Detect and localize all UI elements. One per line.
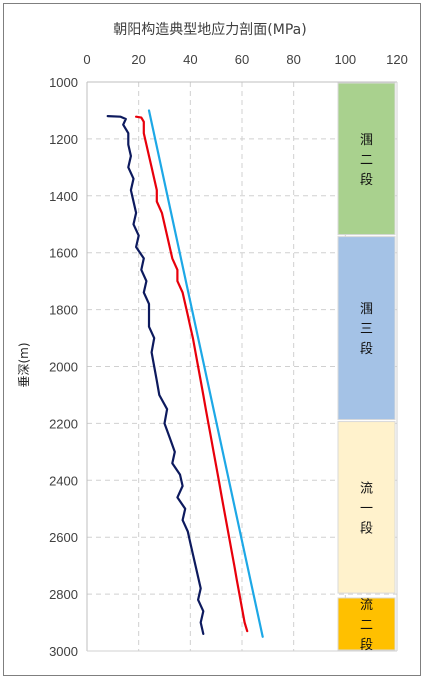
y-tick-label: 1200 <box>49 132 78 147</box>
y-tick-label: 2200 <box>49 416 78 431</box>
formation-zone-label: 涠 <box>360 133 373 148</box>
formation-zone-label: 二 <box>360 618 373 633</box>
formation-zone-label: 涠 <box>360 302 373 317</box>
formation-zone-label: 一 <box>360 501 373 516</box>
x-tick-label: 40 <box>183 52 197 67</box>
y-tick-label: 1000 <box>49 75 78 90</box>
formation-zone-label: 三 <box>360 322 373 337</box>
y-tick-label: 2400 <box>49 473 78 488</box>
formation-zone <box>337 236 396 421</box>
x-tick-labels: 0 20 40 60 80 100 120 <box>83 52 407 67</box>
y-axis-label: 垂深(m) <box>17 342 31 387</box>
formation-zone-label: 段 <box>360 342 373 357</box>
formation-zone-label: 二 <box>360 153 373 168</box>
x-tick-label: 100 <box>334 52 356 67</box>
y-tick-label: 1800 <box>49 303 78 318</box>
y-tick-label: 2800 <box>49 587 78 602</box>
y-tick-label: 3000 <box>49 644 78 659</box>
formation-zone <box>337 82 396 236</box>
x-tick-label: 20 <box>131 52 145 67</box>
x-tick-label: 80 <box>286 52 300 67</box>
formation-zone <box>337 421 396 594</box>
y-tick-label: 2600 <box>49 530 78 545</box>
x-tick-label: 0 <box>83 52 90 67</box>
formation-zone <box>337 597 396 651</box>
formation-zone-label: 流 <box>360 481 373 496</box>
x-tick-label: 120 <box>386 52 408 67</box>
y-tick-labels: 1000 1200 1400 1600 1800 2000 2200 2400 2600 2800… <box>49 75 78 659</box>
chart-title: 朝阳构造典型地应力剖面(MPa) <box>113 21 306 38</box>
data-series <box>106 109 264 638</box>
axes <box>86 81 398 652</box>
y-tick-label: 2000 <box>49 360 78 375</box>
y-tick-label: 1600 <box>49 246 78 261</box>
formation-zone-label: 段 <box>360 521 373 536</box>
series-line <box>106 115 205 635</box>
series-line <box>135 115 249 633</box>
formation-zone-label: 段 <box>360 638 373 653</box>
formation-zone-label: 段 <box>360 173 373 188</box>
y-tick-label: 1400 <box>49 189 78 204</box>
x-tick-label: 60 <box>235 52 249 67</box>
series-line <box>147 109 264 638</box>
formation-zone-label: 流 <box>360 598 373 613</box>
